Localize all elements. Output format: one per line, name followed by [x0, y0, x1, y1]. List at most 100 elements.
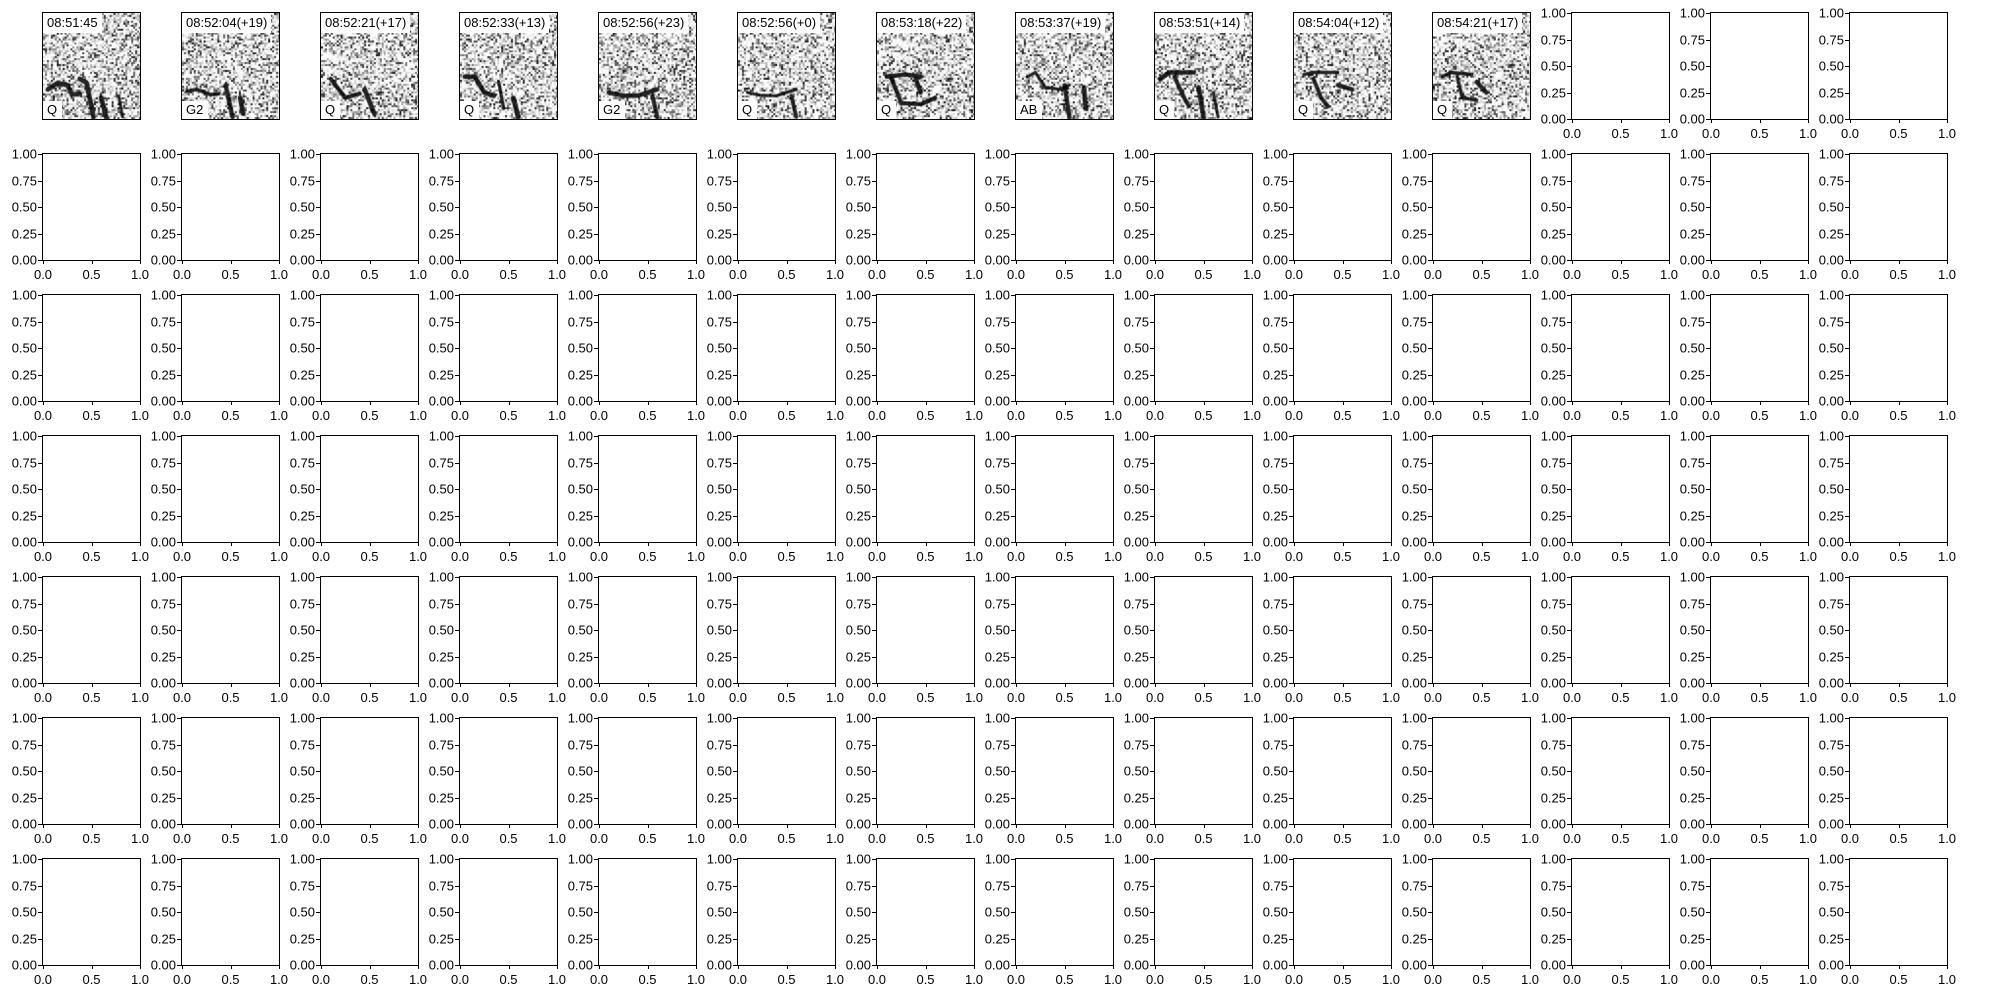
x-tick-label: 0.5	[1472, 972, 1491, 987]
spectrogram-panel: 08:53:51(+14) Q	[1154, 12, 1253, 120]
x-tick-label: 0.5	[1333, 549, 1352, 564]
y-tick-label: 0.25	[984, 226, 1010, 241]
y-tick	[594, 207, 598, 209]
y-tick-label: 0.50	[150, 904, 176, 920]
x-tick-label: 1.0	[130, 267, 150, 282]
y-tick	[177, 683, 181, 685]
y-tick-label: 0.75	[1679, 32, 1705, 47]
y-tick	[872, 938, 876, 940]
empty-axes: 0.00 0.25 0.50 0.75 1.00 0.0 0.5 1.0	[12, 430, 149, 564]
x-tick	[1342, 542, 1344, 546]
empty-axes: 0.00 0.25 0.50 0.75 1.00 0.0 0.5 1.0	[1263, 853, 1400, 987]
y-tick	[1428, 207, 1432, 209]
x-tick	[1391, 401, 1393, 405]
y-tick	[594, 348, 598, 350]
y-tick-label: 1.00	[11, 569, 37, 585]
x-tick	[279, 401, 281, 405]
y-tick-label: 0.75	[1679, 596, 1705, 611]
y-tick	[177, 718, 181, 720]
y-tick-label: 0.00	[1540, 393, 1566, 409]
x-tick	[369, 824, 371, 828]
y-tick	[1011, 603, 1015, 605]
y-tick	[1150, 859, 1154, 861]
y-tick	[872, 744, 876, 746]
y-tick-label: 0.75	[984, 596, 1010, 611]
y-tick-label: 0.00	[1818, 111, 1844, 127]
x-tick	[1391, 824, 1393, 828]
y-tick	[1011, 797, 1015, 799]
y-tick	[177, 154, 181, 156]
empty-axes: 0.00 0.25 0.50 0.75 1.00 0.0 0.5 1.0	[568, 712, 705, 846]
empty-axes: 0.00 0.25 0.50 0.75 1.00 0.0 0.5 1.0	[12, 853, 149, 987]
x-tick-label: 1.0	[1520, 267, 1540, 282]
y-tick-label: 0.75	[706, 455, 732, 470]
empty-axes: 0.00 0.25 0.50 0.75 1.00 0.0 0.5 1.0	[1680, 571, 1817, 705]
y-tick	[1845, 771, 1849, 773]
x-tick-label: 0.5	[499, 972, 518, 987]
y-tick	[1567, 92, 1571, 94]
x-tick	[835, 542, 837, 546]
x-tick	[279, 965, 281, 969]
y-tick	[1428, 321, 1432, 323]
y-tick	[594, 462, 598, 464]
y-tick	[872, 180, 876, 182]
y-tick	[1567, 374, 1571, 376]
y-tick-label: 0.25	[984, 367, 1010, 382]
y-tick	[38, 295, 42, 297]
x-tick	[877, 824, 879, 828]
y-tick	[1845, 885, 1849, 887]
y-tick	[1011, 295, 1015, 297]
y-tick-label: 0.75	[1540, 173, 1566, 188]
y-tick-label: 1.00	[1401, 428, 1427, 444]
y-tick	[1567, 436, 1571, 438]
x-tick	[140, 542, 142, 546]
x-tick	[786, 965, 788, 969]
y-tick-label: 0.00	[706, 393, 732, 409]
y-tick	[38, 683, 42, 685]
y-tick	[455, 515, 459, 517]
x-tick	[1294, 401, 1296, 405]
y-tick-label: 0.75	[428, 173, 454, 188]
y-tick	[872, 797, 876, 799]
y-tick	[1011, 656, 1015, 658]
y-tick	[872, 771, 876, 773]
y-tick	[1706, 965, 1710, 967]
y-tick	[316, 718, 320, 720]
x-tick-label: 0.0	[1562, 831, 1582, 846]
y-tick	[1011, 436, 1015, 438]
y-tick-label: 0.75	[845, 737, 871, 752]
y-tick	[316, 912, 320, 914]
x-tick	[1850, 965, 1852, 969]
y-tick-label: 0.25	[11, 931, 37, 946]
x-tick	[1113, 260, 1115, 264]
x-tick-label: 1.0	[964, 690, 984, 705]
y-tick	[1706, 374, 1710, 376]
x-tick-label: 0.0	[1284, 408, 1304, 423]
y-tick-label: 0.00	[289, 957, 315, 973]
x-tick-label: 1.0	[1659, 831, 1679, 846]
y-tick-label: 0.75	[1818, 455, 1844, 470]
y-tick-label: 0.25	[1401, 931, 1427, 946]
empty-axes: 0.00 0.25 0.50 0.75 1.00 0.0 0.5 1.0	[1124, 289, 1261, 423]
x-tick	[1252, 401, 1254, 405]
y-tick	[316, 295, 320, 297]
x-tick	[738, 401, 740, 405]
y-tick-label: 0.00	[150, 957, 176, 973]
y-tick	[316, 233, 320, 235]
y-tick	[316, 348, 320, 350]
y-tick-label: 0.25	[428, 931, 454, 946]
y-tick	[1150, 938, 1154, 940]
y-tick	[455, 348, 459, 350]
x-tick	[1572, 824, 1574, 828]
y-tick	[1845, 718, 1849, 720]
y-tick-label: 0.00	[11, 675, 37, 691]
y-tick	[316, 859, 320, 861]
y-tick-label: 0.00	[1123, 957, 1149, 973]
y-tick-label: 0.00	[1262, 816, 1288, 832]
y-tick-label: 0.25	[1540, 367, 1566, 382]
y-tick	[38, 462, 42, 464]
y-tick-label: 0.00	[1262, 675, 1288, 691]
y-tick	[1428, 656, 1432, 658]
y-tick-label: 0.25	[1540, 85, 1566, 100]
x-tick	[1759, 965, 1761, 969]
